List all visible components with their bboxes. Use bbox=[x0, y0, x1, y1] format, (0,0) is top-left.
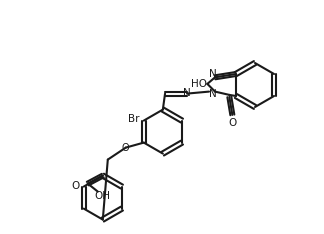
Text: HO: HO bbox=[191, 79, 207, 89]
Text: N: N bbox=[183, 88, 191, 98]
Text: O: O bbox=[228, 118, 237, 128]
Text: OH: OH bbox=[95, 191, 111, 201]
Text: O: O bbox=[122, 143, 130, 153]
Text: O: O bbox=[72, 181, 80, 191]
Text: N: N bbox=[209, 69, 217, 79]
Text: N: N bbox=[209, 89, 217, 99]
Text: Br: Br bbox=[128, 113, 140, 124]
